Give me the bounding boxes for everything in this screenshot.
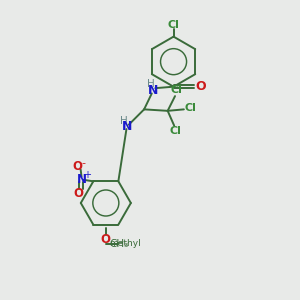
Text: H: H [147, 79, 155, 89]
Text: Cl: Cl [171, 85, 182, 95]
Text: methyl: methyl [109, 239, 141, 248]
Text: -: - [81, 158, 85, 168]
Text: O: O [101, 233, 111, 246]
Text: CH₃: CH₃ [110, 239, 129, 249]
Text: N: N [122, 120, 133, 133]
Text: O: O [195, 80, 206, 93]
Text: O: O [73, 160, 83, 173]
Text: Cl: Cl [168, 20, 179, 30]
Text: O: O [74, 188, 84, 200]
Text: H: H [120, 116, 128, 126]
Text: +: + [82, 169, 91, 180]
Text: N: N [76, 173, 86, 186]
Text: N: N [148, 84, 159, 97]
Text: Cl: Cl [170, 126, 182, 136]
Text: Cl: Cl [184, 103, 196, 112]
